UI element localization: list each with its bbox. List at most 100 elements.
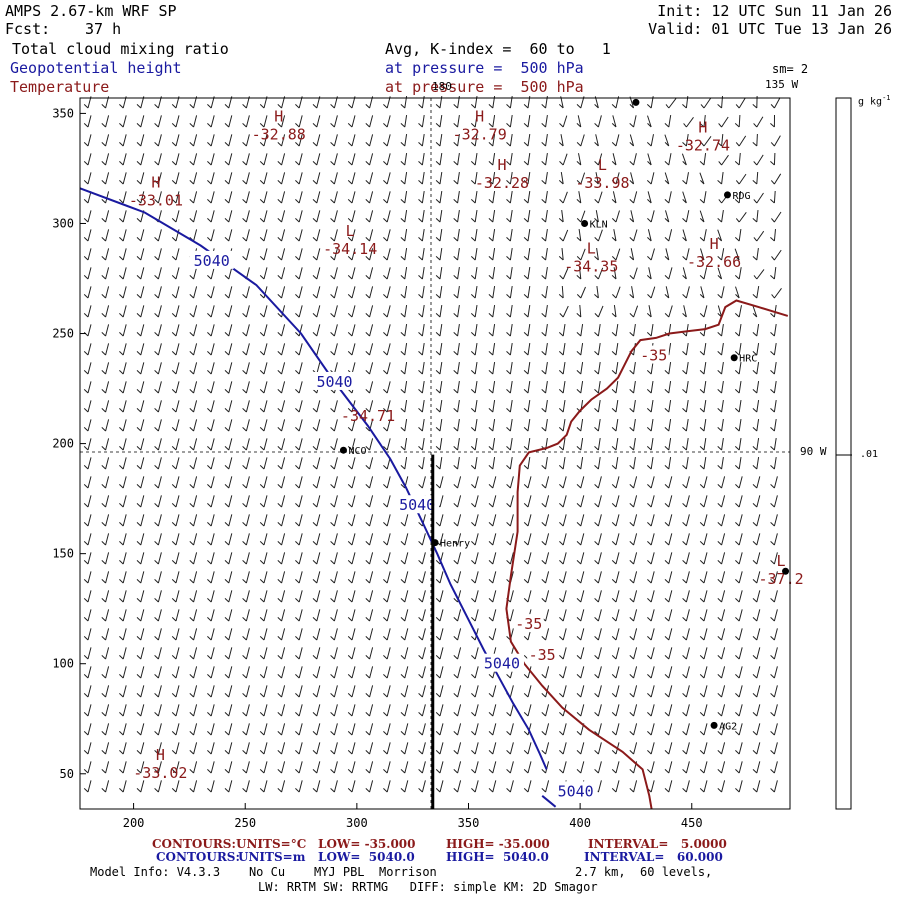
- footer-height-units: UNITS=m: [238, 850, 306, 864]
- x-tick-label: 450: [681, 816, 703, 830]
- init-time: Init: 12 UTC Sun 11 Jan 26: [657, 2, 892, 20]
- x-tick-label: 400: [569, 816, 591, 830]
- field-temperature-label: Temperature: [10, 78, 110, 96]
- pressure-center-value: -37.2: [758, 570, 803, 588]
- footer-temp-interval: INTERVAL= 5.0000: [588, 837, 727, 851]
- height-contour-label: 5040: [194, 252, 230, 270]
- contour-label-bg: [189, 250, 234, 269]
- station-marker: [431, 539, 439, 547]
- height-contour-line: [79, 187, 548, 770]
- height-contour-tail: [541, 795, 557, 808]
- contour-label-bg: [553, 781, 598, 800]
- contour-label-bg: [527, 644, 558, 663]
- x-tick-label: 350: [458, 816, 480, 830]
- station-label: RDG: [732, 191, 750, 202]
- temperature-pressure-level: at pressure = 500 hPa: [385, 78, 584, 96]
- avg-k-index: Avg, K-index = 60 to 1: [385, 40, 611, 58]
- footer-temp-contours: CONTOURS:: [152, 837, 236, 851]
- footer-temp-low: LOW= -35.000: [318, 837, 416, 851]
- station-marker: [782, 567, 790, 575]
- field-cloud-label: Total cloud mixing ratio: [12, 40, 229, 58]
- station-label: KLN: [590, 219, 608, 230]
- wind-barbs-layer: [83, 95, 782, 793]
- contour-label-bg: [479, 653, 524, 672]
- temperature-contour-line: [505, 299, 789, 810]
- colorbar-tick-label: .01: [860, 449, 879, 460]
- temperature-contour-label: -35: [640, 347, 667, 365]
- station-marker: [730, 354, 738, 362]
- pressure-center-value: -33.98: [575, 174, 629, 192]
- height-contour-label: 5040: [558, 782, 594, 800]
- pressure-center-value: -32.79: [453, 125, 507, 143]
- footer-height-low: LOW= 5040.0: [318, 850, 415, 864]
- y-tick-label: 200: [52, 437, 74, 451]
- field-height-label: Geopotential height: [10, 59, 182, 77]
- meridian-label: 90 W: [800, 445, 827, 458]
- y-tick-label: 250: [52, 327, 74, 341]
- pressure-center-value: -32.66: [687, 253, 741, 271]
- footer-temp-units: UNITS=°C: [236, 837, 307, 851]
- smoothing-label: sm= 2: [772, 62, 809, 76]
- model-title: AMPS 2.67-km WRF SP: [5, 2, 177, 20]
- height-contour-label: 5040: [484, 655, 520, 673]
- annotations-layer: H-32.88H-32.79 H-32.74H-33.01H-32.28L-33.…: [129, 98, 804, 809]
- height-contour-label: 5040: [316, 373, 352, 391]
- meridian-label: 135 W: [765, 78, 798, 91]
- pressure-center-value: -32.28: [475, 174, 529, 192]
- pressure-center-type: H: [698, 118, 707, 136]
- pressure-center-type: L: [598, 156, 607, 174]
- plot-frame: [79, 97, 791, 810]
- pressure-center-type: H: [151, 173, 160, 191]
- pressure-center-value: -33.01: [129, 191, 183, 209]
- height-pressure-level: at pressure = 500 hPa: [385, 59, 584, 77]
- height-contour-label: 5040: [399, 496, 435, 514]
- axes-layer: 200 250 300 350 400 450 50 100 150 200 250 300 350: [52, 106, 702, 830]
- colorbar-frame: [835, 97, 852, 810]
- contour-label-bg: [312, 371, 357, 390]
- y-tick-label: 150: [52, 547, 74, 561]
- pressure-center-type: H: [497, 156, 506, 174]
- pressure-center-value: -34.71: [341, 407, 395, 425]
- meridian-lines-layer: 180 135 W 90 W: [80, 78, 827, 809]
- station-marker: [632, 98, 640, 106]
- pressure-center-type: L: [777, 552, 786, 570]
- colorbar-unit: g kg-1: [858, 94, 891, 108]
- pressure-center-value: -34.35: [564, 257, 618, 275]
- station-label: AG2: [719, 721, 737, 732]
- temperature-contour-label: -35: [515, 615, 542, 633]
- pressure-center-value: -34.14: [323, 240, 377, 258]
- forecast-hour: 37 h: [85, 20, 122, 38]
- wind-barbs: [83, 95, 782, 793]
- pressure-center-type: L: [587, 239, 596, 257]
- pressure-center-type: H: [475, 107, 484, 125]
- y-tick-label: 50: [60, 767, 74, 781]
- pressure-center-type: L: [346, 222, 355, 240]
- x-tick-label: 300: [346, 816, 368, 830]
- station-marker: [339, 446, 347, 454]
- footer-height-high: HIGH= 5040.0: [446, 850, 549, 864]
- x-tick-label: 200: [123, 816, 145, 830]
- x-tick-label: 250: [234, 816, 256, 830]
- footer-height-interval: INTERVAL= 60.000: [584, 850, 723, 864]
- y-tick-label: 100: [52, 657, 74, 671]
- station-label: HRC: [739, 354, 757, 365]
- contour-label-bg: [513, 614, 544, 633]
- y-tick-label: 300: [52, 216, 74, 230]
- forecast-label: Fcst:: [5, 20, 51, 38]
- pressure-center-type: H: [710, 235, 719, 253]
- contour-label-bg: [395, 495, 440, 514]
- station-label: NCO: [348, 446, 366, 457]
- pressure-center-value: -32.74: [676, 136, 730, 154]
- station-marker: [581, 219, 589, 227]
- station-marker: [723, 191, 731, 199]
- footer-physics-info: LW: RRTM SW: RRTMG DIFF: simple KM: 2D S…: [258, 880, 598, 894]
- pressure-center-value: -33.02: [133, 764, 187, 782]
- footer-temp-high: HIGH= -35.000: [446, 837, 550, 851]
- contours-layer: 5040 5040 5040 5040 5040 -35 -35 -35: [79, 187, 789, 810]
- contour-label-bg: [638, 345, 669, 364]
- footer-height-contours: CONTOURS:: [156, 850, 240, 864]
- footer-model-info: Model Info: V4.3.3 No Cu MYJ PBL Morriso…: [90, 865, 437, 879]
- footer-grid-info: 2.7 km, 60 levels,: [575, 865, 713, 879]
- station-label: Henry: [440, 539, 470, 550]
